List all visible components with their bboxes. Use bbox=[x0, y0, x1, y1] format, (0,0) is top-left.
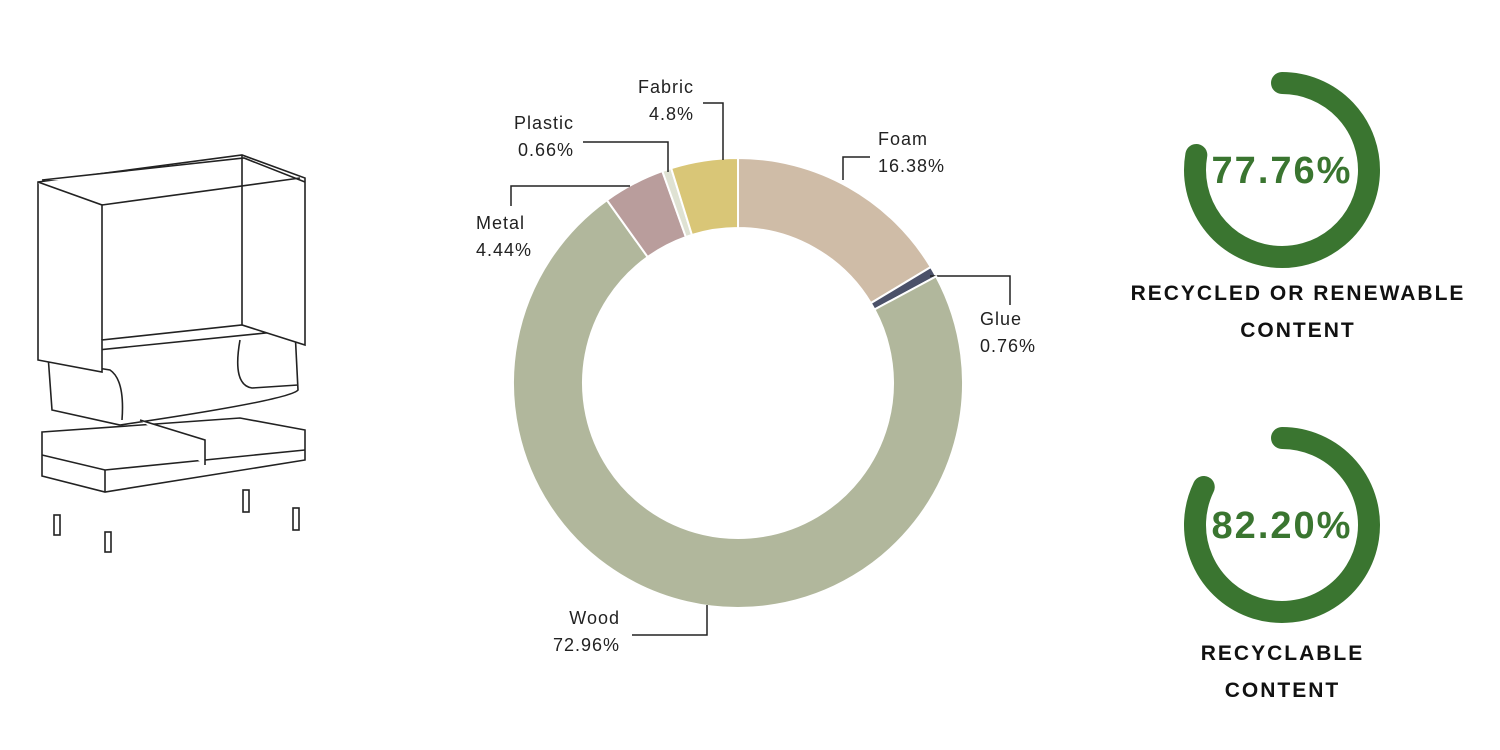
donut-slice bbox=[669, 156, 739, 237]
slice-label: Wood bbox=[569, 608, 620, 628]
slice-value-label: 4.8% bbox=[649, 104, 694, 124]
gauge-arc bbox=[1184, 72, 1380, 268]
donut-chart: Foam 16.38% Glue 0.76% Wood 72.96% Metal 4.44% P… bbox=[476, 77, 1036, 655]
leader-line bbox=[703, 102, 724, 160]
leader-line bbox=[583, 141, 669, 172]
sofa-drawing bbox=[37, 154, 306, 553]
gauge-arc bbox=[1184, 427, 1380, 623]
leader-line bbox=[632, 605, 708, 636]
leader-line bbox=[510, 185, 630, 206]
donut-slice bbox=[512, 198, 964, 609]
gauge-value: 77.76% bbox=[1212, 150, 1353, 192]
gauge-title: RECYCLABLE CONTENT bbox=[1200, 642, 1365, 702]
slice-value-label: 4.44% bbox=[476, 240, 532, 260]
slice-value-label: 72.96% bbox=[553, 635, 620, 655]
donut-slice bbox=[737, 156, 933, 305]
gauges: 77.76% 82.20% bbox=[1184, 72, 1380, 623]
slice-label: Metal bbox=[476, 213, 525, 233]
slice-label: Foam bbox=[878, 129, 928, 149]
slice-label: Fabric bbox=[638, 77, 694, 97]
slice-label: Plastic bbox=[514, 113, 574, 133]
slice-value-label: 0.76% bbox=[980, 336, 1036, 356]
leader-line bbox=[842, 156, 870, 180]
slice-label: Glue bbox=[980, 309, 1022, 329]
leader-line bbox=[930, 275, 1011, 305]
gauge-value: 82.20% bbox=[1212, 505, 1353, 547]
slice-value-label: 0.66% bbox=[518, 140, 574, 160]
slice-value-label: 16.38% bbox=[878, 156, 945, 176]
gauge-title: RECYCLED OR RENEWABLE CONTENT bbox=[1130, 282, 1466, 342]
